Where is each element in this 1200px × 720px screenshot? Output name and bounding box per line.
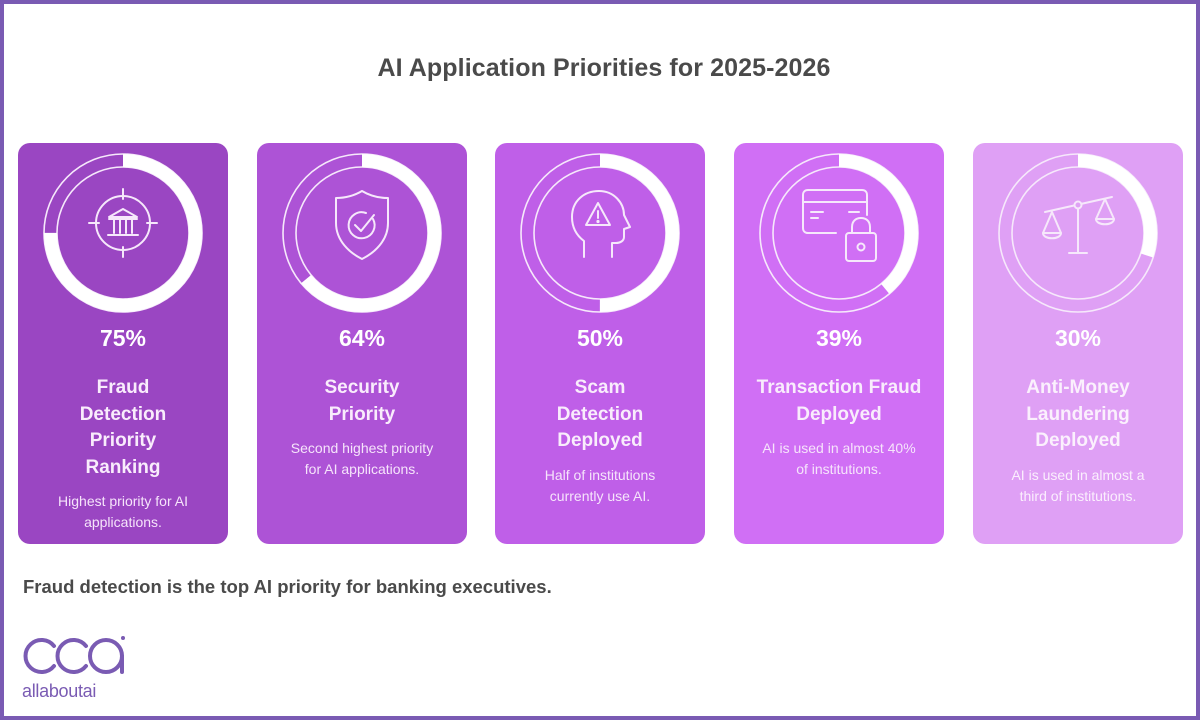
allaboutai-logo-icon bbox=[23, 636, 125, 674]
card-lock-icon bbox=[802, 189, 877, 262]
head-warning-icon bbox=[571, 190, 631, 258]
progress-ring bbox=[998, 153, 1158, 313]
percent-value: 50% bbox=[576, 325, 624, 351]
progress-ring bbox=[520, 153, 680, 313]
card-title-text: Anti-Money Laundering Deployed bbox=[1026, 377, 1130, 451]
percent-value: 64% bbox=[338, 325, 386, 351]
shield-check-icon bbox=[335, 190, 389, 260]
bank-target-icon bbox=[88, 188, 158, 258]
progress-ring bbox=[282, 153, 442, 313]
progress-ring bbox=[43, 153, 203, 313]
card-description: AI is used in almost 40% of institutions… bbox=[762, 440, 916, 477]
brand-name: allaboutai bbox=[22, 681, 97, 701]
card-description: AI is used in almost a third of institut… bbox=[1011, 466, 1145, 504]
card-title: Scam Detection Deployed Half of institut… bbox=[505, 375, 695, 507]
card-title-text: Security Priority bbox=[324, 377, 400, 425]
summary-caption: Fraud detection is the top AI priority f… bbox=[23, 576, 552, 597]
percent-value: 30% bbox=[1054, 325, 1102, 351]
card-title-text: Fraud Detection Priority Ranking bbox=[79, 377, 167, 478]
stat-card-security: 64% Security Priority Second highest pri… bbox=[257, 143, 467, 544]
stat-card-transaction-fraud: 39% Transaction Fraud Deployed AI is use… bbox=[734, 143, 944, 544]
percent-value: 39% bbox=[815, 325, 863, 351]
progress-ring bbox=[759, 153, 919, 313]
card-title-text: Transaction Fraud Deployed bbox=[756, 377, 922, 425]
card-title-text: Scam Detection Deployed bbox=[556, 377, 644, 451]
card-description: Half of institutions currently use AI. bbox=[544, 466, 656, 504]
scales-icon bbox=[1042, 196, 1115, 254]
card-title: Security Priority Second highest priorit… bbox=[267, 375, 457, 480]
card-title: Transaction Fraud Deployed AI is used in… bbox=[744, 375, 934, 480]
percent-value: 75% bbox=[99, 325, 147, 351]
card-title: Fraud Detection Priority Ranking Highest… bbox=[28, 375, 218, 533]
page-title: AI Application Priorities for 2025-2026 bbox=[377, 54, 831, 82]
stat-card-fraud-detection: 75% Fraud Detection Priority Ranking Hig… bbox=[18, 143, 228, 544]
stat-card-scam-detection: 50% Scam Detection Deployed Half of inst… bbox=[495, 143, 705, 544]
card-title: Anti-Money Laundering Deployed AI is use… bbox=[983, 375, 1173, 507]
stat-card-anti-money-laundering: 30% Anti-Money Laundering Deployed AI is… bbox=[973, 143, 1183, 544]
card-description: Highest priority for AI applications. bbox=[58, 493, 188, 530]
card-description: Second highest priority for AI applicati… bbox=[290, 440, 434, 477]
